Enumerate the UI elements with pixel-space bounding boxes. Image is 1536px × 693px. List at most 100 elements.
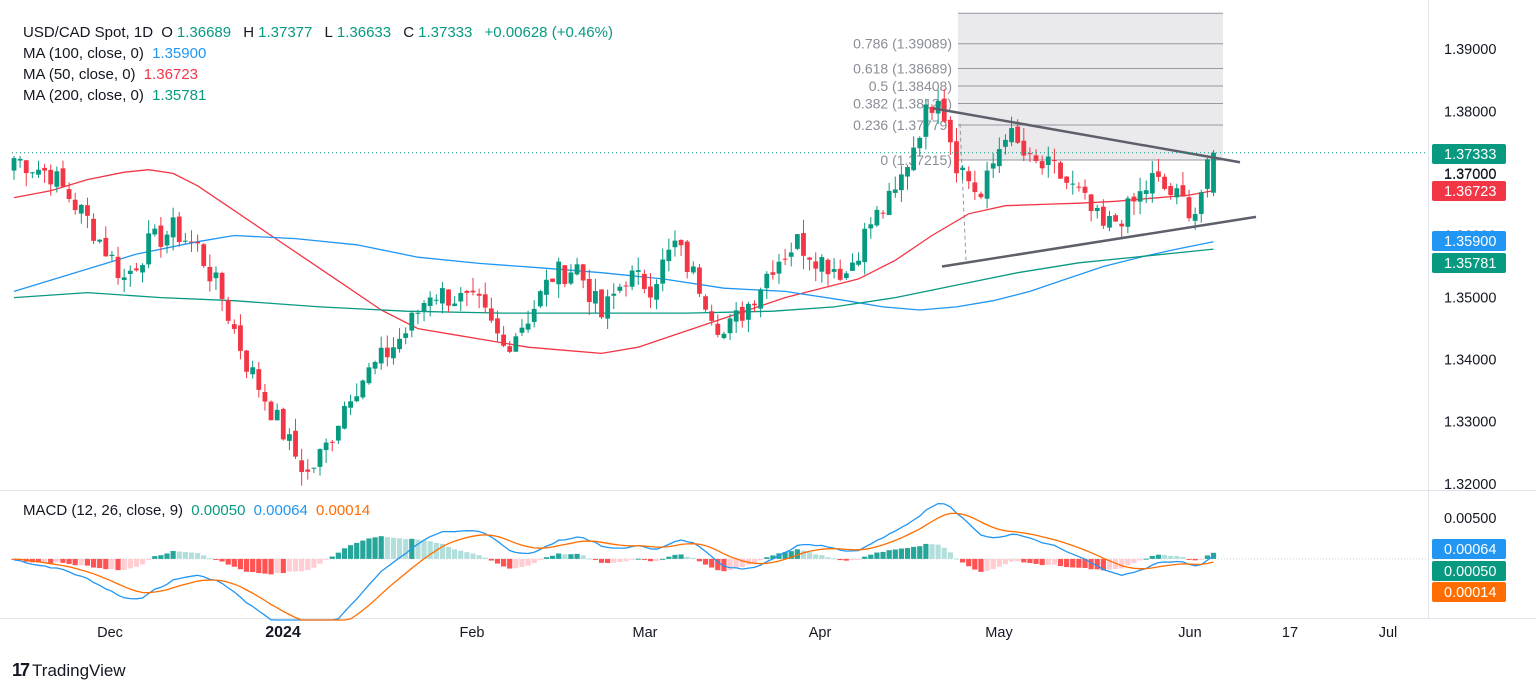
candle-body <box>36 169 41 175</box>
candle-body <box>1039 161 1045 169</box>
time-tick-label: Feb <box>460 625 485 641</box>
macd-histogram-bar <box>537 558 543 561</box>
candle-body <box>158 225 164 247</box>
candle-body <box>121 277 127 281</box>
macd-histogram-bar <box>1155 554 1162 559</box>
macd-histogram-bar <box>286 558 292 572</box>
symbol-legend: USD/CAD Spot, 1D O 1.36689 H 1.37377 L 1.36… <box>23 22 617 43</box>
candle <box>1082 179 1088 200</box>
tradingview-brand[interactable]: 17 TradingView <box>12 660 126 681</box>
candle <box>403 327 409 345</box>
macd-histogram-bar <box>543 557 550 559</box>
high-label: H <box>243 24 255 41</box>
candle <box>984 161 990 209</box>
candle <box>1070 170 1076 195</box>
candle <box>1186 189 1192 222</box>
candles <box>11 89 1216 486</box>
candle-body <box>1186 197 1192 219</box>
candle-body <box>905 167 910 177</box>
macd-histogram-bar <box>158 555 164 559</box>
candle-body <box>195 241 200 244</box>
candle <box>176 212 182 247</box>
macd-histogram-bar <box>1100 558 1106 571</box>
change-value: +0.00628 (+0.46%) <box>484 24 613 41</box>
candle <box>244 349 249 379</box>
ma50-label: MA (50, close, 0) <box>23 66 136 83</box>
candle-body <box>611 293 617 296</box>
candle-body <box>1045 156 1051 165</box>
candle <box>684 240 690 279</box>
candle-body <box>599 289 604 318</box>
candle-body <box>807 257 812 260</box>
candle-body <box>580 264 586 281</box>
candle-body <box>758 289 764 309</box>
macd-histogram-bar <box>721 558 727 572</box>
candle-body <box>1168 186 1174 196</box>
macd-histogram-bar <box>1051 558 1057 565</box>
macd-histogram-bar <box>1045 558 1051 565</box>
candle-body <box>103 237 109 257</box>
candle <box>739 301 745 328</box>
candle-body <box>721 333 727 339</box>
candle-body <box>11 158 17 171</box>
macd-histogram-bar <box>1192 558 1198 561</box>
candle <box>1027 147 1033 162</box>
candle <box>409 311 415 338</box>
candle-body <box>850 262 855 271</box>
candle-body <box>825 259 831 275</box>
candle <box>1174 183 1180 205</box>
macd-histogram-bar <box>843 558 849 561</box>
candle <box>807 256 812 271</box>
macd-histogram-bar <box>739 558 745 568</box>
candle <box>1052 148 1057 174</box>
macd-histogram-bar <box>941 547 947 559</box>
macd-histogram-bar <box>1186 558 1192 560</box>
macd-histogram-bar <box>831 558 837 560</box>
candle-body <box>1137 191 1143 202</box>
candle <box>899 165 904 203</box>
candle-body <box>238 325 243 351</box>
candle-body <box>219 272 225 299</box>
macd-histogram-bar <box>323 558 329 560</box>
macd-histogram-bar <box>452 549 458 559</box>
candle-body <box>960 167 965 171</box>
macd-histogram-bar <box>231 558 237 567</box>
macd-histogram-bar <box>1161 555 1168 559</box>
macd-histogram-bar <box>139 558 146 565</box>
candle <box>501 326 506 348</box>
candle <box>1125 195 1131 234</box>
candle <box>764 271 770 299</box>
candle-body <box>42 167 47 171</box>
candle <box>776 253 782 284</box>
candle <box>366 362 372 385</box>
candle <box>507 340 513 354</box>
candle-body <box>225 300 231 321</box>
candle <box>72 192 78 215</box>
macd-histogram-bar <box>1137 558 1143 561</box>
candle-body <box>586 278 592 303</box>
macd-histogram-bar <box>660 558 666 560</box>
candle <box>782 248 788 265</box>
candle-body <box>752 303 757 306</box>
candle <box>1119 219 1125 240</box>
candle <box>201 243 207 268</box>
macd-histogram-bar <box>317 558 323 564</box>
candle-body <box>170 217 176 238</box>
macd-histogram-bar <box>733 558 739 568</box>
candle-body <box>1003 139 1008 147</box>
candle-body <box>427 297 433 306</box>
candle <box>850 253 855 271</box>
macd-histogram-bar <box>874 552 880 559</box>
candle-body <box>954 141 959 174</box>
macd-histogram-bar <box>42 558 48 563</box>
candle-body <box>311 467 317 469</box>
candle <box>54 166 60 193</box>
candle <box>544 269 549 307</box>
candle <box>23 159 29 187</box>
macd-histogram-bar <box>1168 555 1174 559</box>
candle <box>268 400 274 421</box>
candle-body <box>1064 176 1070 183</box>
low-value: 1.36633 <box>336 24 392 41</box>
macd-histogram-bar <box>470 553 476 559</box>
